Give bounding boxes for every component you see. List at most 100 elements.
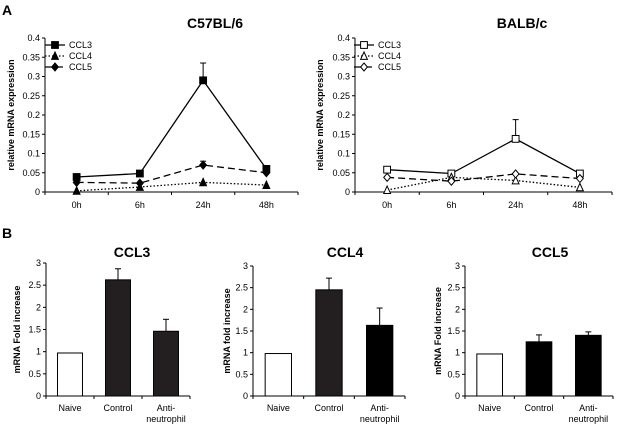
x-tick-label: neutrophil: [146, 414, 186, 424]
y-tick-label: 0.1: [27, 149, 40, 159]
series-line-ccl4: [76, 181, 267, 192]
x-tick-label: 0h: [382, 200, 392, 210]
y-tick-label: 0.2: [27, 110, 40, 120]
y-tick-label: 2: [455, 304, 460, 314]
y-tick-label: 2: [36, 302, 41, 312]
y-tick-label: 0.35: [22, 52, 40, 62]
x-tick-label: neutrophil: [569, 414, 609, 424]
y-tick-label: 0.25: [22, 91, 40, 101]
data-point-ccl3: [199, 76, 208, 85]
x-tick-label: neutrophil: [360, 414, 400, 424]
y-axis-label: mRNA fold increase: [222, 288, 232, 373]
chart-title: BALB/c: [497, 15, 548, 31]
legend-label: CCL4: [69, 51, 92, 61]
data-point-ccl4: [72, 185, 81, 195]
x-tick-label: 24h: [508, 200, 523, 210]
y-tick-label: 1: [243, 348, 248, 358]
bar: [105, 279, 131, 397]
legend-marker: [51, 41, 59, 49]
y-tick-label: 0.4: [337, 33, 350, 43]
chart-ccl5: CCL5 mRNA Fold increase 0 0.5 1 1.5 2 2.5 3 Naive…: [433, 244, 614, 424]
y-tick-label: 0.35: [332, 52, 350, 62]
series-line-ccl4: [386, 176, 580, 191]
y-axis-label: mRNA Fold increase: [433, 287, 443, 375]
charts-group: C57BL/6 relative mRNA expression 0 0.05 0.1 0…: [6, 15, 614, 424]
data-point-ccl4: [198, 177, 208, 187]
legend-label: CCL5: [69, 62, 92, 72]
bar: [476, 353, 503, 397]
y-tick-label: 1.5: [28, 325, 41, 335]
x-tick-label: 6h: [446, 200, 456, 210]
series-line-ccl3: [76, 79, 267, 178]
x-tick-label: 24h: [196, 200, 211, 210]
legend-marker: [359, 50, 369, 60]
bar: [315, 289, 343, 397]
bar: [575, 334, 602, 397]
y-tick-label: 1: [455, 348, 460, 358]
y-tick-label: 2.5: [235, 283, 248, 293]
y-tick-label: 0.05: [22, 168, 40, 178]
bar: [57, 352, 83, 397]
data-point-ccl5: [575, 173, 584, 184]
chart-c57: C57BL/6 relative mRNA expression 0 0.05 0.1 0…: [6, 15, 299, 210]
data-point-ccl5: [383, 172, 392, 183]
x-tick-label: Naive: [267, 403, 290, 413]
y-tick-label: 3: [243, 261, 248, 271]
y-tick-label: 0: [243, 391, 248, 401]
y-tick-label: 0.25: [332, 91, 350, 101]
x-tick-label: Anti-: [157, 403, 176, 413]
y-tick-label: 0: [345, 187, 350, 197]
y-tick-label: 3: [455, 261, 460, 271]
data-point-ccl3: [383, 165, 392, 174]
series-line-ccl5: [76, 164, 267, 184]
y-tick-label: 0.3: [337, 72, 350, 82]
x-tick-label: Anti-: [579, 403, 598, 413]
y-tick-label: 0.15: [332, 129, 350, 139]
y-tick-label: 0.2: [337, 110, 350, 120]
chart-title: CCL4: [327, 244, 364, 260]
y-tick-label: 0.5: [447, 369, 460, 379]
y-tick-label: 1.5: [447, 326, 460, 336]
x-tick-label: 6h: [135, 200, 145, 210]
y-tick-label: 0.3: [27, 72, 40, 82]
legend-label: CCL4: [378, 51, 401, 61]
data-point-ccl3: [135, 169, 144, 178]
x-tick-label: 48h: [259, 200, 274, 210]
y-tick-label: 1.5: [235, 326, 248, 336]
data-point-ccl4: [382, 184, 392, 194]
chart-ccl3: CCL3 mRNA Fold increase 0 0.5 1 1.5 2 2.5 3 Naive…: [12, 244, 191, 424]
y-tick-label: 0.4: [27, 33, 40, 43]
data-point-ccl5: [447, 176, 456, 186]
y-tick-label: 2.5: [447, 283, 460, 293]
y-tick-label: 1: [36, 347, 41, 357]
chart-balb: BALB/c relative mRNA expression 0 0.05 0.1 0.…: [315, 15, 613, 210]
y-axis-label: mRNA Fold increase: [12, 286, 22, 374]
x-tick-label: Control: [103, 403, 132, 413]
y-tick-label: 0.05: [332, 168, 350, 178]
y-tick-label: 0.15: [22, 129, 40, 139]
x-tick-label: Naive: [478, 403, 501, 413]
y-tick-label: 2.5: [28, 280, 41, 290]
y-tick-label: 0.5: [235, 369, 248, 379]
chart-title: C57BL/6: [187, 15, 243, 31]
chart-ccl4: CCL4 mRNA fold increase 0 0.5 1 1.5 2 2.5 3 Naive…: [222, 244, 406, 424]
series-line-ccl3: [387, 138, 581, 175]
chart-title: CCL3: [114, 244, 151, 260]
data-point-ccl5: [511, 169, 520, 179]
y-tick-label: 2: [243, 304, 248, 314]
data-point-ccl4: [262, 179, 271, 189]
legend-marker: [50, 62, 60, 72]
bar: [525, 341, 553, 397]
x-tick-label: Anti-: [370, 403, 389, 413]
panel-label-b: B: [2, 225, 12, 241]
y-axis-label: relative mRNA expression: [315, 59, 325, 170]
data-point-ccl5: [135, 178, 144, 188]
legend-label: CCL3: [378, 40, 401, 50]
data-point-ccl4: [511, 175, 520, 185]
y-tick-label: 0: [36, 391, 41, 401]
data-point-ccl4: [575, 182, 585, 192]
series-line-ccl5: [387, 173, 580, 182]
legend-label: CCL5: [378, 62, 401, 72]
data-point-ccl3: [511, 134, 520, 143]
x-tick-label: Control: [524, 403, 553, 413]
